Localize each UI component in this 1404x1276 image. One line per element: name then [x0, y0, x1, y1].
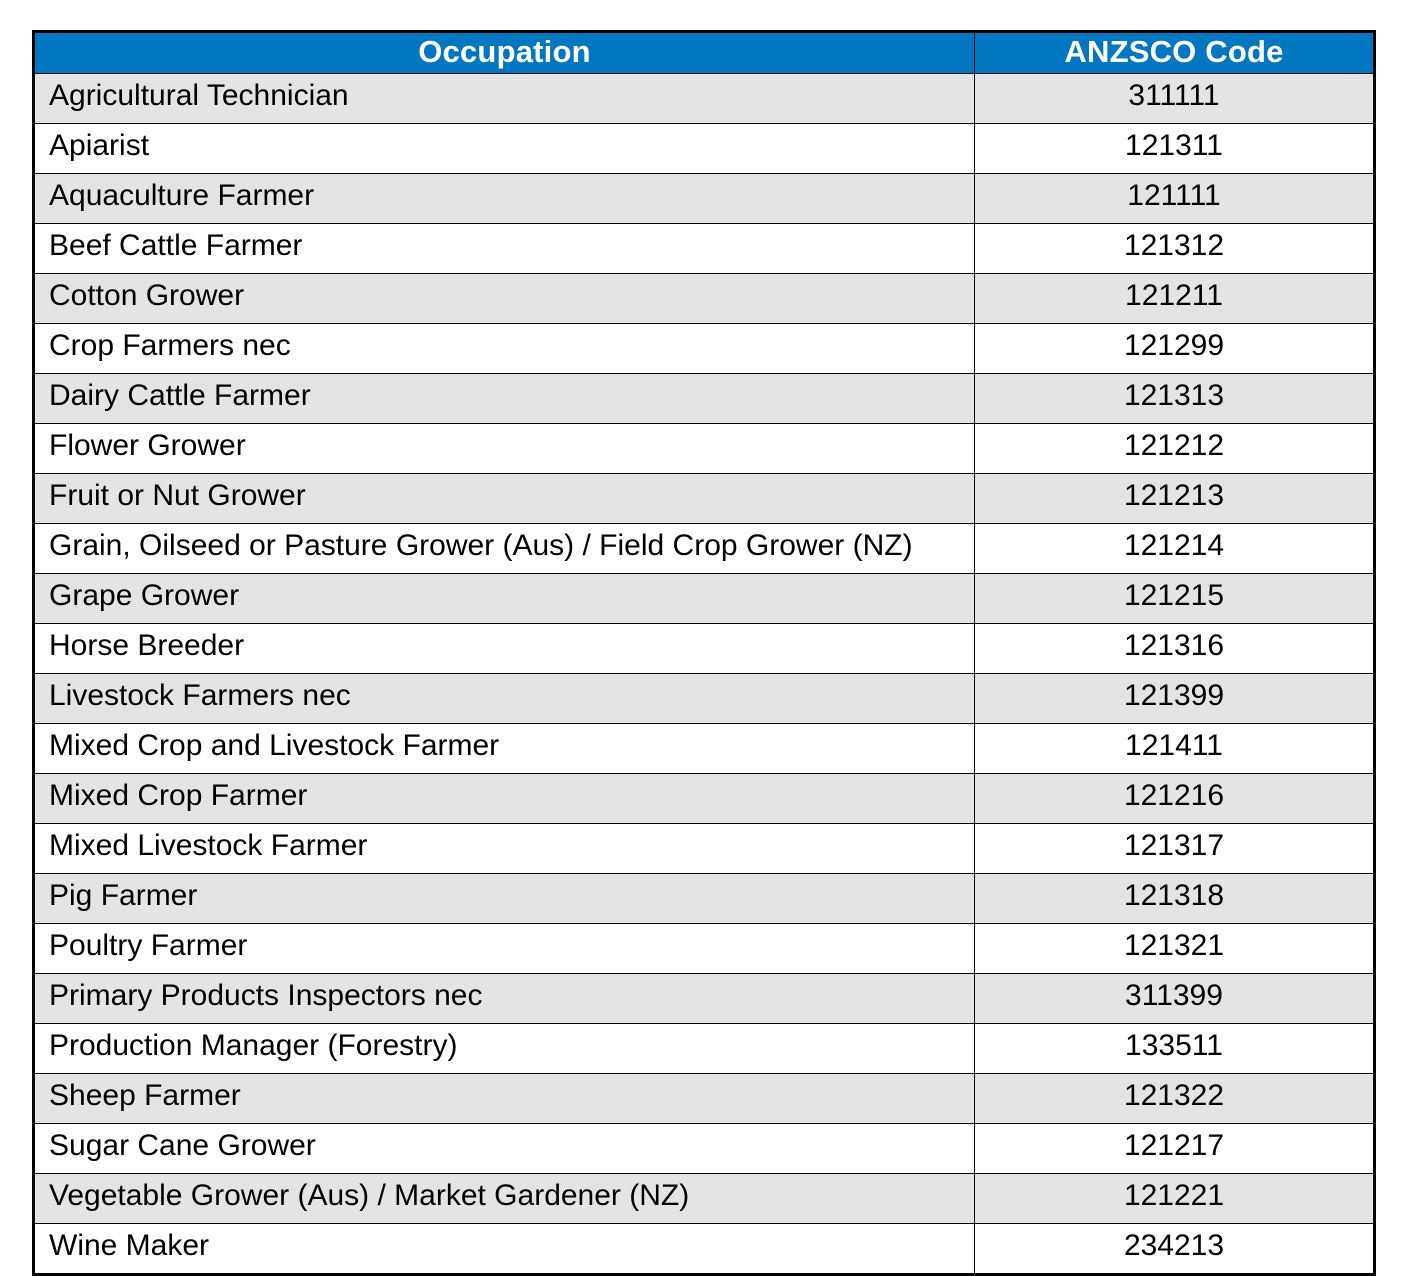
table-row: Grain, Oilseed or Pasture Grower (Aus) /… — [33, 523, 1375, 574]
table-row: Poultry Farmer 121321 — [33, 923, 1375, 974]
table-row: Beef Cattle Farmer 121312 — [33, 223, 1375, 274]
anzsco-code-cell: 234213 — [974, 1223, 1375, 1275]
anzsco-code-cell: 121212 — [974, 423, 1375, 474]
occupation-cell: Grape Grower — [33, 573, 975, 624]
anzsco-code-cell: 121216 — [974, 773, 1375, 824]
occupation-cell: Agricultural Technician — [33, 73, 975, 124]
table-row: Flower Grower 121212 — [33, 423, 1375, 474]
table-row: Pig Farmer 121318 — [33, 873, 1375, 924]
occupation-code-table: Occupation ANZSCO Code Agricultural Tech… — [32, 30, 1376, 1276]
anzsco-code-cell: 311111 — [974, 73, 1375, 124]
table-body: Agricultural Technician 311111 Apiarist 121… — [33, 73, 1375, 1275]
table-row: Aquaculture Farmer 121111 — [33, 173, 1375, 224]
anzsco-code-cell: 121215 — [974, 573, 1375, 624]
occupation-cell: Dairy Cattle Farmer — [33, 373, 975, 424]
table-row: Horse Breeder 121316 — [33, 623, 1375, 674]
anzsco-code-cell: 121318 — [974, 873, 1375, 924]
occupation-cell: Aquaculture Farmer — [33, 173, 975, 224]
occupation-cell: Crop Farmers nec — [33, 323, 975, 374]
table-row: Sugar Cane Grower 121217 — [33, 1123, 1375, 1174]
occupation-cell: Mixed Crop and Livestock Farmer — [33, 723, 975, 774]
occupation-cell: Flower Grower — [33, 423, 975, 474]
occupation-cell: Fruit or Nut Grower — [33, 473, 975, 524]
table-row: Production Manager (Forestry) 133511 — [33, 1023, 1375, 1074]
table-row: Grape Grower 121215 — [33, 573, 1375, 624]
anzsco-code-cell: 121211 — [974, 273, 1375, 324]
table-header: Occupation ANZSCO Code — [33, 31, 1375, 74]
anzsco-code-cell: 121399 — [974, 673, 1375, 724]
occupation-cell: Horse Breeder — [33, 623, 975, 674]
anzsco-code-cell: 121214 — [974, 523, 1375, 574]
anzsco-code-cell: 121411 — [974, 723, 1375, 774]
occupation-cell: Sheep Farmer — [33, 1073, 975, 1124]
occupation-cell: Production Manager (Forestry) — [33, 1023, 975, 1074]
anzsco-code-cell: 121317 — [974, 823, 1375, 874]
table-row: Agricultural Technician 311111 — [33, 73, 1375, 124]
anzsco-code-cell: 121111 — [974, 173, 1375, 224]
occupation-cell: Vegetable Grower (Aus) / Market Gardener… — [33, 1173, 975, 1224]
occupation-cell: Cotton Grower — [33, 273, 975, 324]
table-row: Sheep Farmer 121322 — [33, 1073, 1375, 1124]
occupation-cell: Livestock Farmers nec — [33, 673, 975, 724]
occupation-cell: Beef Cattle Farmer — [33, 223, 975, 274]
anzsco-code-cell: 121221 — [974, 1173, 1375, 1224]
anzsco-code-cell: 121321 — [974, 923, 1375, 974]
anzsco-code-cell: 121311 — [974, 123, 1375, 174]
table-row: Apiarist 121311 — [33, 123, 1375, 174]
header-row: Occupation ANZSCO Code — [33, 31, 1375, 74]
occupation-cell: Primary Products Inspectors nec — [33, 973, 975, 1024]
anzsco-code-cell: 121299 — [974, 323, 1375, 374]
table-row: Crop Farmers nec 121299 — [33, 323, 1375, 374]
occupation-code-table-container: Occupation ANZSCO Code Agricultural Tech… — [32, 30, 1376, 1276]
occupation-cell: Mixed Livestock Farmer — [33, 823, 975, 874]
anzsco-code-cell: 121312 — [974, 223, 1375, 274]
table-row: Mixed Crop and Livestock Farmer 121411 — [33, 723, 1375, 774]
table-row: Wine Maker 234213 — [33, 1223, 1375, 1275]
anzsco-code-cell: 311399 — [974, 973, 1375, 1024]
table-row: Cotton Grower 121211 — [33, 273, 1375, 324]
occupation-cell: Sugar Cane Grower — [33, 1123, 975, 1174]
occupation-cell: Poultry Farmer — [33, 923, 975, 974]
anzsco-code-cell: 121313 — [974, 373, 1375, 424]
table-row: Primary Products Inspectors nec 311399 — [33, 973, 1375, 1024]
table-row: Livestock Farmers nec 121399 — [33, 673, 1375, 724]
occupation-cell: Apiarist — [33, 123, 975, 174]
occupation-cell: Mixed Crop Farmer — [33, 773, 975, 824]
table-row: Dairy Cattle Farmer 121313 — [33, 373, 1375, 424]
occupation-column-header: Occupation — [33, 31, 975, 74]
anzsco-code-cell: 121217 — [974, 1123, 1375, 1174]
anzsco-code-cell: 121322 — [974, 1073, 1375, 1124]
anzsco-code-column-header: ANZSCO Code — [974, 31, 1375, 74]
anzsco-code-cell: 121316 — [974, 623, 1375, 674]
table-row: Fruit or Nut Grower 121213 — [33, 473, 1375, 524]
anzsco-code-cell: 133511 — [974, 1023, 1375, 1074]
table-row: Mixed Livestock Farmer 121317 — [33, 823, 1375, 874]
occupation-cell: Wine Maker — [33, 1223, 975, 1275]
anzsco-code-cell: 121213 — [974, 473, 1375, 524]
occupation-cell: Grain, Oilseed or Pasture Grower (Aus) /… — [33, 523, 975, 574]
table-row: Mixed Crop Farmer 121216 — [33, 773, 1375, 824]
table-row: Vegetable Grower (Aus) / Market Gardener… — [33, 1173, 1375, 1224]
occupation-cell: Pig Farmer — [33, 873, 975, 924]
